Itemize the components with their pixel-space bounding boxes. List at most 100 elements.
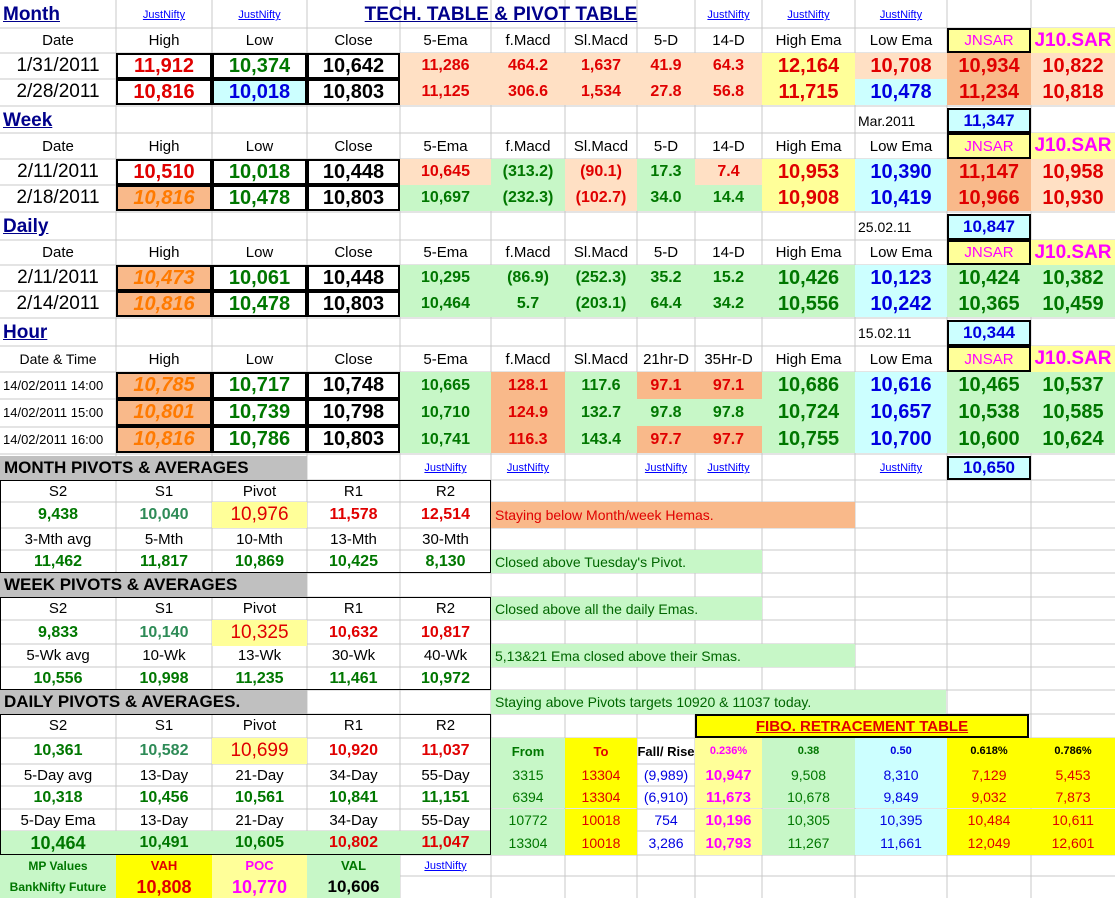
daily-cell: 2/14/2011 (16, 293, 100, 314)
daily-side-label: 25.02.11 (858, 219, 912, 235)
week_pivots-header: R1 (343, 599, 364, 617)
justnifty-link[interactable]: JustNifty (879, 9, 923, 21)
week_pivots-value: 10,632 (329, 624, 378, 641)
daily-cell: 10,242 (855, 291, 947, 317)
month_pivots-value: 12,514 (421, 506, 470, 523)
week_pivots-avg-value: 10,998 (139, 669, 189, 687)
month-cell: 1,534 (565, 79, 637, 105)
hour-col-header: JNSAR (947, 346, 1031, 372)
week-side-label: Mar.2011 (858, 112, 916, 129)
justnifty-link[interactable]: JustNifty (644, 462, 688, 474)
fibo-header: 0.50 (855, 738, 947, 764)
week-col-header: High Ema (775, 137, 842, 155)
week-cell: 2/18/2011 (16, 187, 100, 208)
month-cell: 10,822 (1031, 53, 1115, 79)
hour-cell: 10,585 (1031, 399, 1115, 426)
daily_pivots-ema-header: 13-Day (139, 811, 189, 829)
month-cell: 10,818 (1031, 79, 1115, 105)
daily_pivots-avg-header: 13-Day (139, 766, 189, 784)
hour-cell: 14/02/2011 16:00 (3, 432, 104, 447)
justnifty-link[interactable]: JustNifty (424, 462, 467, 474)
daily-cell: 10,473 (116, 265, 212, 291)
mp-value: 10,770 (212, 876, 307, 898)
month-cell: 1,637 (565, 53, 637, 79)
hour-col-header: 21hr-D (643, 350, 689, 368)
daily_pivots-ema-header: 5-Day Ema (20, 811, 96, 829)
week_pivots-avg-header: 13-Wk (237, 646, 282, 664)
week_pivots-header: R2 (435, 599, 456, 617)
month-cell: 464.2 (491, 53, 565, 79)
daily-cell: 34.2 (695, 291, 762, 317)
month-cell: 64.3 (695, 53, 762, 79)
daily_pivots-avg-header: 5-Day avg (23, 766, 93, 784)
hour-cell: 10,785 (116, 372, 212, 399)
daily-pivots-title: DAILY PIVOTS & AVERAGES. (0, 690, 307, 714)
daily_pivots-value: 10,920 (329, 742, 378, 759)
fibo-cell: 12,601 (1031, 831, 1115, 855)
justnifty-link[interactable]: JustNifty (879, 462, 923, 474)
hour-col-header: Sl.Macd (573, 350, 629, 368)
justnifty-link[interactable]: JustNifty (506, 462, 550, 474)
fibo-cell: 10,793 (695, 831, 762, 855)
hour-cell: 128.1 (491, 372, 565, 399)
month-cell: 11,286 (400, 53, 491, 79)
daily-col-header: Low Ema (869, 244, 933, 261)
month-cell: 10,478 (855, 79, 947, 105)
month-col-header: 5-Ema (423, 32, 468, 49)
daily_pivots-value: 10,699 (212, 738, 307, 764)
justnifty-link[interactable]: JustNifty (787, 9, 830, 21)
month_pivots-value: 9,438 (37, 506, 79, 523)
week-cell: 10,645 (400, 159, 491, 185)
month-cell: 11,234 (947, 79, 1031, 105)
hour-extra-value: 10,650 (947, 456, 1031, 480)
hour-col-header: 35Hr-D (704, 350, 753, 368)
month-cell: 1/31/2011 (16, 55, 100, 76)
month-pivots-title: MONTH PIVOTS & AVERAGES (0, 456, 307, 480)
week-col-header: High (148, 137, 180, 155)
fibo-cell: 7,873 (1031, 786, 1115, 808)
week_pivots-avg-header: 10-Wk (142, 646, 186, 664)
week-cell: 10,448 (307, 159, 400, 185)
week-col-header: Close (334, 137, 373, 155)
month-col-header: f.Macd (505, 32, 551, 49)
week_pivots-avg-value: 10,972 (421, 669, 470, 687)
hour-col-header: High (148, 350, 180, 368)
justnifty-link[interactable]: JustNifty (142, 9, 186, 21)
month-note-2: Closed above Tuesday's Pivot. (491, 550, 762, 573)
fibo-header: From (491, 738, 565, 764)
hour-col-header: High Ema (775, 350, 842, 368)
hour-cell: 10,657 (855, 399, 947, 426)
hour-cell: 10,739 (212, 399, 307, 426)
daily-col-header: J10.SAR (1031, 240, 1115, 265)
justnifty-link[interactable]: JustNifty (707, 9, 750, 21)
week-cell: 10,419 (855, 185, 947, 211)
justnifty-link[interactable]: JustNifty (238, 9, 281, 21)
hour-cell: 143.4 (565, 426, 637, 453)
week-col-header: Sl.Macd (573, 137, 629, 155)
week-col-header: Low (245, 137, 274, 155)
hour-col-header: Low (245, 350, 274, 368)
daily-col-header: JNSAR (947, 240, 1031, 265)
hour-cell: 97.8 (695, 399, 762, 426)
hour-cell: 10,710 (400, 399, 491, 426)
month-cell: 11,715 (762, 79, 855, 105)
week-col-header: 5-Ema (423, 137, 468, 155)
week-cell: 34.0 (637, 185, 695, 211)
week_pivots-header: S1 (154, 599, 174, 617)
week-cell: (102.7) (565, 185, 637, 211)
mp-value: 10,606 (307, 876, 400, 898)
justnifty-link[interactable]: JustNifty (424, 859, 467, 872)
month-col-header: 14-D (712, 32, 745, 49)
month_pivots-avg-value: 10,869 (235, 552, 284, 570)
daily_pivots-ema-value: 10,605 (212, 831, 307, 855)
daily-cell: 10,459 (1031, 291, 1115, 317)
justnifty-link[interactable]: JustNifty (707, 462, 750, 474)
daily_pivots-ema-header: 21-Day (235, 811, 284, 829)
week_pivots-value: 9,833 (37, 624, 79, 641)
daily_pivots-header: R2 (435, 716, 456, 734)
week_pivots-header: S2 (48, 599, 68, 617)
week_pivots-avg-value: 10,556 (33, 669, 83, 687)
fibo-header: 0.236% (695, 738, 762, 764)
month-cell: 2/28/2011 (16, 81, 100, 102)
hour-cell: 124.9 (491, 399, 565, 426)
